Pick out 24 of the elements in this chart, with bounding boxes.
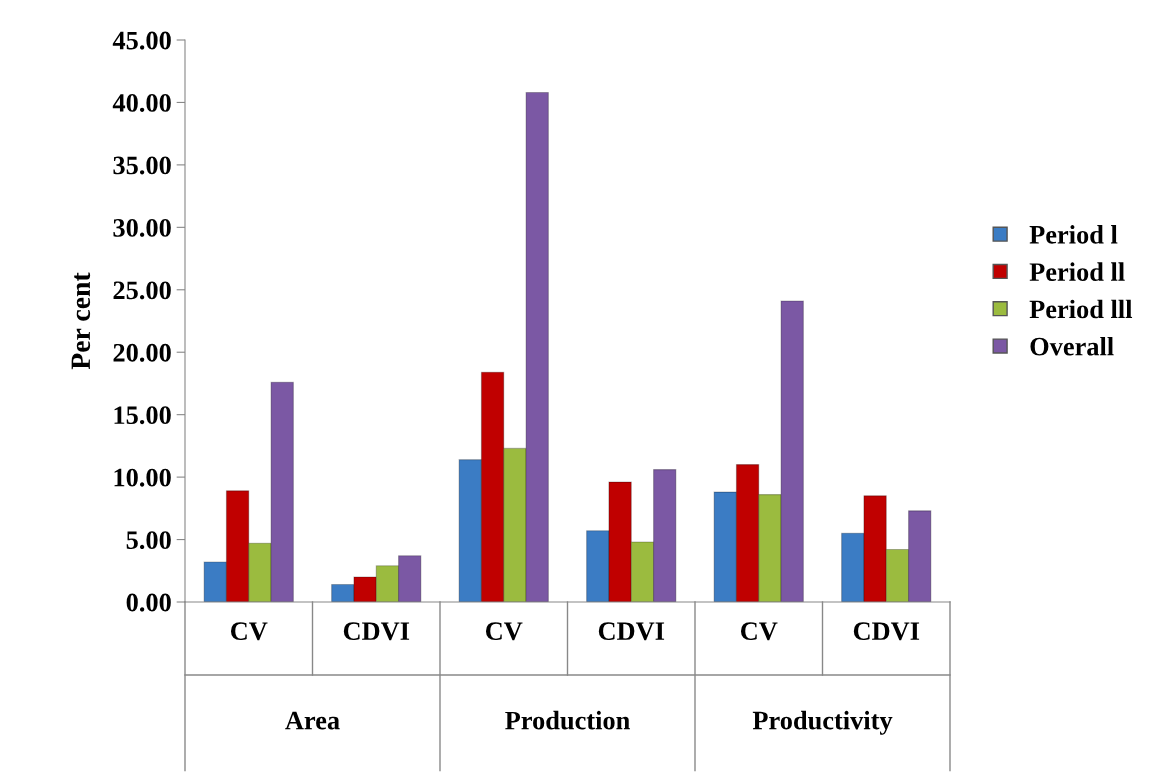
x-tick-label: CV — [230, 622, 268, 641]
y-tick-label: 15.00 — [114, 406, 171, 425]
x-tick-label: CDVI — [853, 622, 920, 641]
x-tick-label: CV — [740, 622, 778, 641]
legend-label: Period ll — [1029, 262, 1125, 281]
y-tick-label: 25.00 — [113, 281, 171, 300]
text: Area — [285, 711, 340, 730]
y-tick-label: 0.00 — [126, 593, 171, 612]
text: Productivity — [752, 710, 893, 735]
y-axis-title: Per cent — [71, 272, 91, 370]
y-tick-label: 30.00 — [113, 218, 171, 237]
x-tick-label: CDVI — [598, 622, 665, 641]
x-tick-label: CV — [485, 622, 523, 641]
y-tick-label: 40.00 — [112, 94, 171, 112]
y-tick-label: 35.00 — [113, 156, 171, 175]
y-tick-label: 5.00 — [126, 531, 171, 550]
y-tick-label: 45.00 — [112, 31, 171, 50]
legend-label: Overall — [1030, 336, 1114, 356]
x-tick-label: CDVI — [343, 622, 410, 641]
text: Production — [505, 710, 630, 730]
y-tick-label: 10.00 — [114, 468, 171, 487]
legend-label: Period lll — [1029, 299, 1133, 319]
legend-label: Period l — [1029, 225, 1118, 244]
y-tick-label: 20.00 — [113, 343, 171, 362]
